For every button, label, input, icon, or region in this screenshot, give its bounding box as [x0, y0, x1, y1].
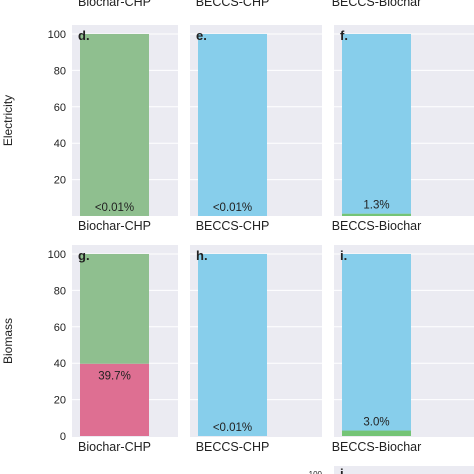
y-tick-label: 40 [54, 138, 66, 150]
bar-segment-bottom [80, 363, 149, 436]
bar-segment-top [80, 254, 149, 364]
data-label: 3.0% [363, 417, 389, 429]
panel-label: d. [78, 28, 90, 43]
x-tick-label: Biochar-CHP [78, 219, 151, 233]
data-label: 1.3% [363, 200, 389, 212]
y-tick-label: 100 [48, 29, 66, 41]
panel-title: Biochar-CHP [78, 0, 151, 9]
data-label: 39.7% [98, 371, 131, 383]
bar-segment-top [198, 34, 267, 216]
partial-tick-label: 100 [309, 470, 323, 474]
y-tick-label: 40 [54, 358, 66, 370]
y-tick-label: 80 [54, 65, 66, 77]
x-tick-label: BECCS-CHP [196, 440, 270, 454]
bar-segment-bottom [342, 430, 411, 436]
panel-label: g. [78, 248, 90, 263]
panel-label: f. [340, 28, 348, 43]
y-tick-label: 60 [54, 322, 66, 334]
y-tick-label: 20 [54, 175, 66, 187]
y-tick-label: 60 [54, 102, 66, 114]
data-label: <0.01% [213, 202, 252, 214]
bar-segment-top [198, 254, 267, 436]
bar-segment-top [80, 34, 149, 216]
data-label: <0.01% [95, 202, 134, 214]
x-tick-label: BECCS-CHP [196, 219, 270, 233]
panel-label: e. [196, 28, 207, 43]
bar-segment-bottom [342, 213, 411, 216]
panel-title: BECCS-CHP [196, 0, 270, 9]
panel-label: i. [340, 248, 347, 263]
y-axis-label: Electricity [1, 95, 15, 146]
bar-segment-top [342, 34, 411, 214]
bar-segment-top [342, 254, 411, 431]
panel-label: h. [196, 248, 208, 263]
x-tick-label: Biochar-CHP [78, 440, 151, 454]
partial-panel-background [334, 466, 474, 474]
partial-panel-label: j. [339, 466, 347, 474]
y-tick-label: 20 [54, 395, 66, 407]
x-tick-label: BECCS-Biochar [332, 219, 422, 233]
panel-title: BECCS-Biochar [332, 0, 422, 9]
y-axis-label: Biomass [1, 318, 15, 364]
y-tick-label: 100 [48, 249, 66, 261]
data-label: <0.01% [213, 422, 252, 434]
y-tick-label: 0 [60, 431, 66, 443]
x-tick-label: BECCS-Biochar [332, 440, 422, 454]
y-tick-label: 80 [54, 285, 66, 297]
